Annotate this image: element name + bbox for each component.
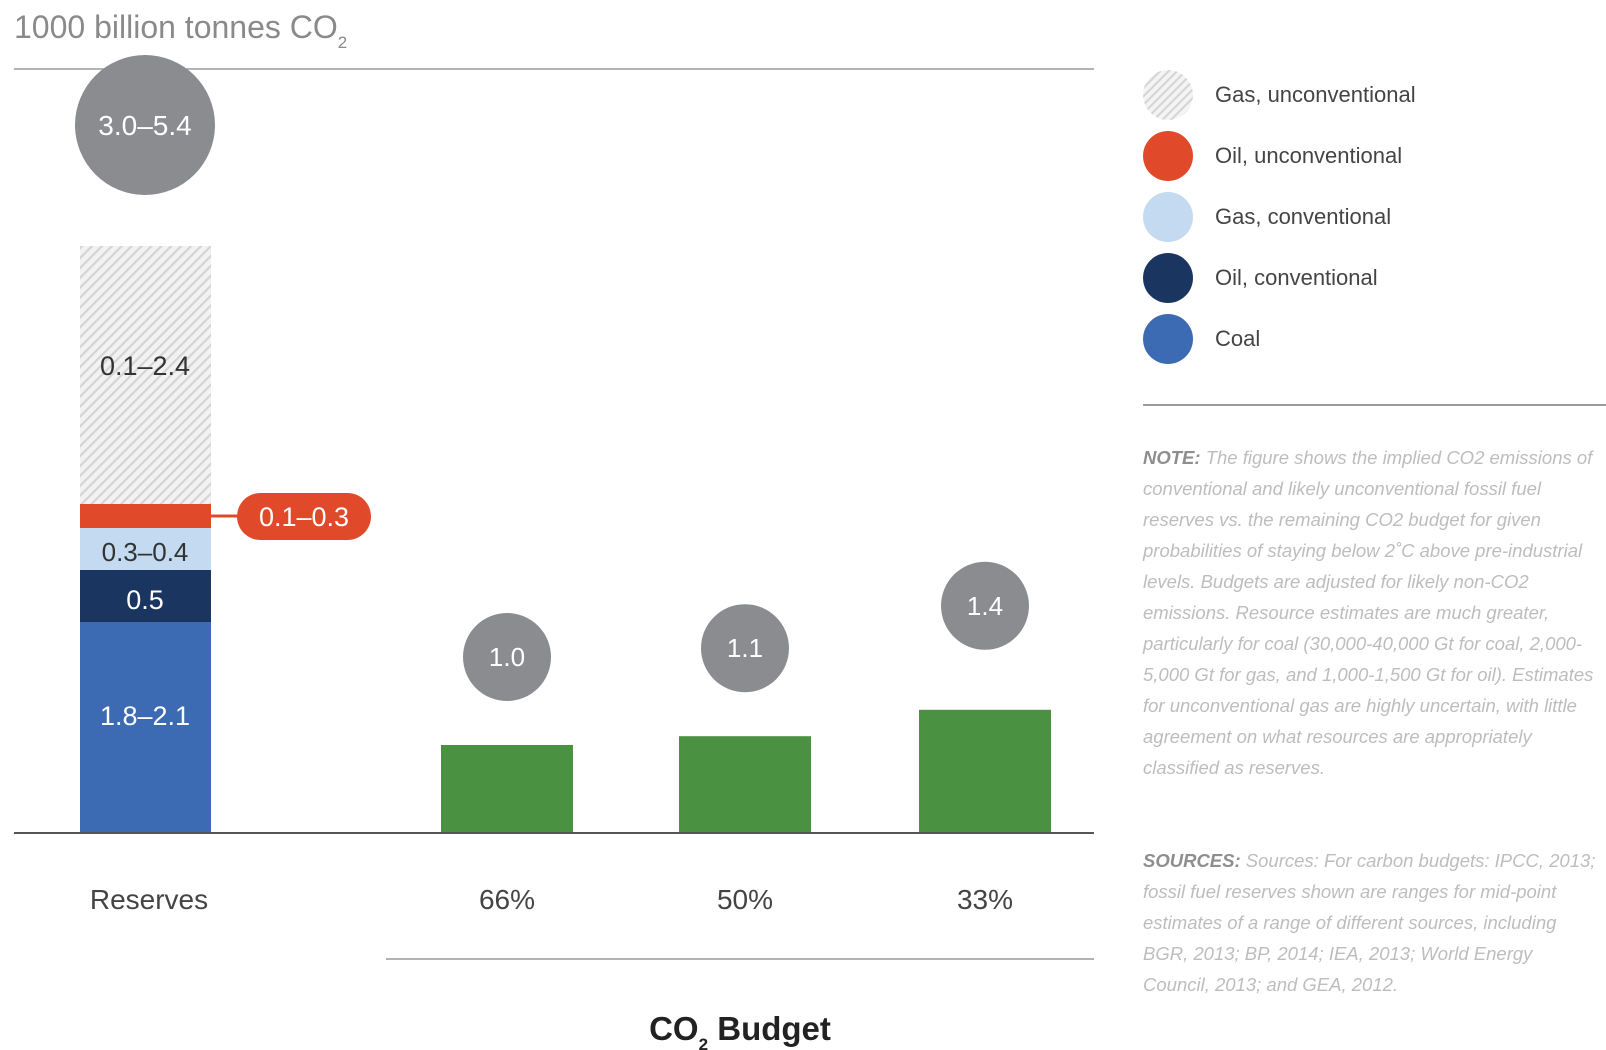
legend-swatch-oil-unconventional xyxy=(1143,131,1193,181)
budget-value-bubble xyxy=(941,561,1029,650)
segment-label-gas-unconventional: 0.1–2.4 xyxy=(100,351,190,381)
budget-value-label: 1.0 xyxy=(489,642,525,672)
reserves-bar: 0.1–2.4 0.3–0.4 0.5 1.8–2.1 0.1–0.3 xyxy=(80,246,371,833)
sources-label: SOURCES: xyxy=(1143,850,1241,871)
legend-label: Oil, unconventional xyxy=(1215,143,1403,168)
legend-item-gas-unconventional: Gas, unconventional xyxy=(1143,70,1603,120)
legend-item-gas-conventional: Gas, conventional xyxy=(1143,192,1603,242)
oil-unconventional-callout-pill xyxy=(237,493,371,540)
x-tick-label: 66% xyxy=(479,884,535,915)
legend-label: Oil, conventional xyxy=(1215,265,1378,290)
budget-bars: 1.0 1.1 1.4 xyxy=(441,561,1051,833)
sources-text: Sources: For carbon budgets: IPCC, 2013;… xyxy=(1143,850,1596,995)
legend-swatch-coal xyxy=(1143,314,1193,364)
budget-value-bubble xyxy=(701,604,789,693)
y-axis-title: 1000 billion tonnes CO2 xyxy=(14,9,347,52)
budget-bar-50pct xyxy=(679,736,811,833)
x-tick-label: 33% xyxy=(957,884,1013,915)
reserves-segment-gas-unconventional xyxy=(80,246,211,504)
reserves-segment-gas-conventional xyxy=(80,528,211,570)
note-paragraph: NOTE: The figure shows the implied CO2 e… xyxy=(1143,442,1603,783)
budget-title-tail: Budget xyxy=(708,1010,831,1047)
legend-item-coal: Coal xyxy=(1143,314,1603,364)
budget-value-bubble xyxy=(463,613,551,701)
segment-label-gas-conventional: 0.3–0.4 xyxy=(102,537,189,567)
note-label: NOTE: xyxy=(1143,447,1201,468)
note-text: The figure shows the implied CO2 emissio… xyxy=(1143,447,1594,778)
y-axis-title-subscript: 2 xyxy=(338,33,347,52)
budget-tick-labels: 66% 50% 33% xyxy=(479,884,1013,915)
legend-item-oil-unconventional: Oil, unconventional xyxy=(1143,131,1603,181)
x-tick-label-reserves: Reserves xyxy=(90,884,208,915)
budget-group-title: CO2 Budget xyxy=(649,1010,831,1050)
legend-swatch-gas-conventional xyxy=(1143,192,1193,242)
legend-swatch-oil-conventional xyxy=(1143,253,1193,303)
budget-bar-66pct xyxy=(441,745,573,833)
budget-title-subscript: 2 xyxy=(699,1035,708,1050)
budget-value-label: 1.1 xyxy=(727,633,763,663)
legend-swatch-gas-unconventional xyxy=(1143,70,1193,120)
legend-label: Gas, unconventional xyxy=(1215,82,1416,107)
reserves-total-label: 3.0–5.4 xyxy=(98,110,191,141)
segment-label-coal: 1.8–2.1 xyxy=(100,701,190,731)
sources-paragraph: SOURCES: Sources: For carbon budgets: IP… xyxy=(1143,845,1603,1000)
reserves-total-bubble xyxy=(75,55,215,195)
legend-item-oil-conventional: Oil, conventional xyxy=(1143,253,1603,303)
reserves-segment-oil-unconventional xyxy=(80,504,211,528)
budget-bar-33pct xyxy=(919,709,1051,833)
x-tick-label: 50% xyxy=(717,884,773,915)
reserves-segment-coal xyxy=(80,622,211,833)
segment-label-oil-conventional: 0.5 xyxy=(126,585,164,615)
legend-label: Coal xyxy=(1215,326,1261,351)
segment-label-oil-unconventional: 0.1–0.3 xyxy=(259,502,349,532)
legend-label: Gas, conventional xyxy=(1215,204,1392,229)
reserves-segment-oil-conventional xyxy=(80,570,211,622)
budget-value-label: 1.4 xyxy=(967,591,1003,621)
